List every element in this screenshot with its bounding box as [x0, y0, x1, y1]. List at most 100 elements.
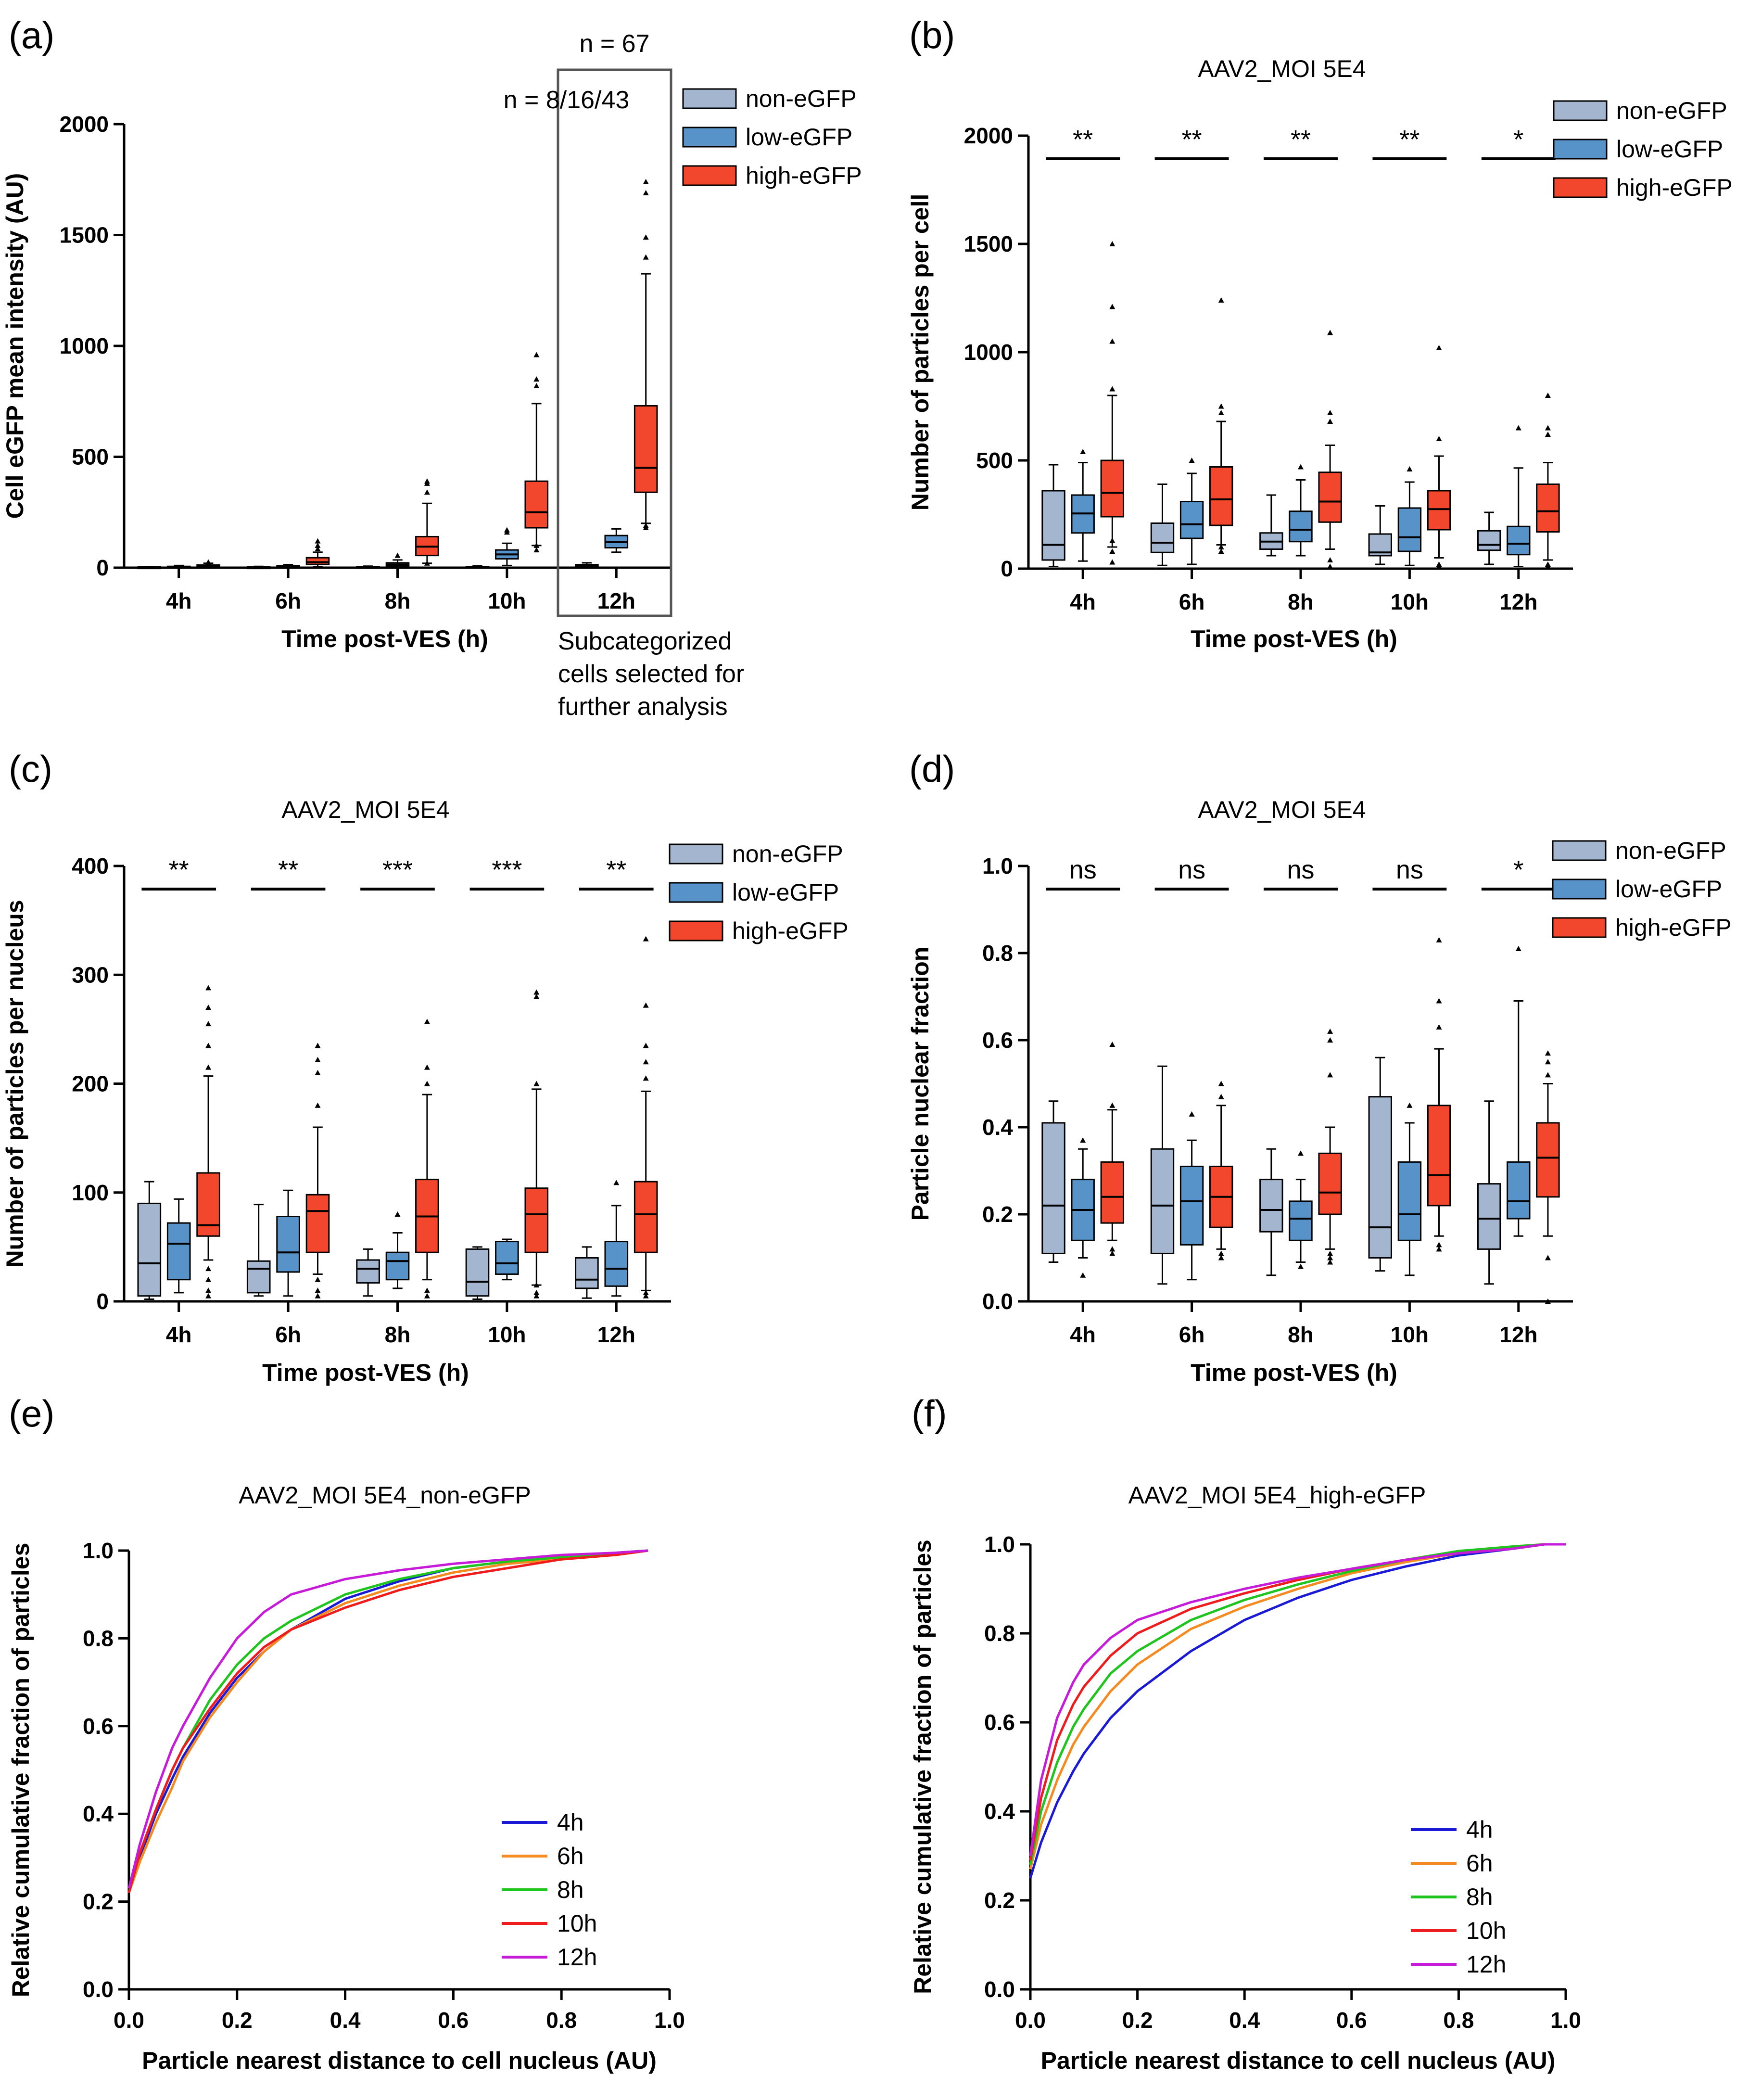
significance-label: ** — [1399, 125, 1419, 154]
outlier-point — [205, 1276, 212, 1282]
x-tick-label: 1.0 — [654, 2008, 685, 2033]
box-non-eGFP — [1477, 530, 1501, 551]
legend-swatch-high-eGFP — [669, 920, 723, 942]
outlier-point — [1327, 1037, 1333, 1043]
outlier-point — [1218, 403, 1224, 409]
box-high-eGFP — [305, 1194, 330, 1253]
outlier-point — [1109, 548, 1115, 554]
chart-title: AAV2_MOI 5E4 — [281, 796, 449, 823]
legend-label: non-eGFP — [1616, 97, 1727, 124]
outlier-point — [533, 989, 540, 995]
outlier-point — [1298, 1150, 1304, 1156]
outlier-point — [205, 1266, 212, 1272]
significance-label: ** — [1073, 125, 1093, 154]
highlight-frame — [557, 68, 672, 617]
chart-title: AAV2_MOI 5E4_non-eGFP — [239, 1482, 531, 1509]
legend-label: low-eGFP — [1615, 876, 1722, 903]
x-tick-label: 0.6 — [438, 2008, 469, 2033]
box-high-eGFP — [1536, 484, 1560, 533]
outlier-point — [424, 489, 430, 495]
legend-label: 4h — [1466, 1816, 1493, 1843]
x-tick-label: 12h — [1499, 1322, 1537, 1347]
outlier-point — [1218, 1094, 1224, 1099]
x-tick-label: 8h — [1288, 589, 1314, 614]
box-high-eGFP — [1318, 1152, 1342, 1215]
legend-swatch-low-eGFP — [1553, 139, 1608, 160]
outlier-point — [205, 559, 212, 565]
box-non-eGFP — [1259, 1179, 1283, 1233]
y-tick-label: 0.2 — [83, 1889, 114, 1914]
y-tick-label: 0.0 — [984, 1977, 1015, 2002]
x-axis-title: Time post-VES (h) — [1191, 625, 1397, 652]
box-non-eGFP — [1150, 1148, 1175, 1254]
outlier-point — [643, 1059, 649, 1065]
box-high-eGFP — [524, 1187, 549, 1253]
legend-swatch-non-eGFP — [1553, 100, 1608, 121]
x-tick-label: 6h — [1179, 589, 1205, 614]
outlier-point — [1218, 297, 1224, 303]
y-axis-title: Relative cumulative fraction of particle… — [909, 1540, 936, 1994]
note-line: further analysis — [558, 693, 728, 721]
x-axis-title: Time post-VES (h) — [262, 1359, 469, 1386]
significance-label: ns — [1069, 855, 1097, 884]
outlier-point — [533, 542, 540, 548]
y-tick-label: 0.4 — [984, 1799, 1015, 1824]
y-tick-label: 0.2 — [984, 1888, 1015, 1913]
note-line: Subcategorized — [558, 627, 732, 655]
box-high-eGFP — [1427, 1105, 1451, 1207]
outlier-point — [1407, 1102, 1413, 1108]
legend-label: 4h — [557, 1809, 584, 1836]
box-high-eGFP — [634, 405, 658, 493]
box-low-eGFP — [495, 1241, 519, 1275]
outlier-point — [613, 1180, 620, 1185]
legend-swatch-high-eGFP — [682, 165, 737, 186]
x-tick-label: 0.4 — [1229, 2008, 1260, 2033]
outlier-point — [424, 478, 430, 484]
outlier-point — [1545, 432, 1551, 437]
outlier-point — [643, 1293, 649, 1298]
legend-swatch-low-eGFP — [669, 882, 723, 903]
box-low-eGFP — [166, 1222, 191, 1281]
panel-d: (d) AAV2_MOI 5E4 0.0 0.2 0.4 0.6 0.8 1.0 Particl… — [907, 748, 1732, 1386]
outlier-point — [1327, 1259, 1333, 1265]
x-tick-label: 12h — [597, 588, 635, 613]
box-high-eGFP — [634, 1181, 658, 1253]
y-tick-label: 0.8 — [83, 1626, 114, 1651]
significance-label: ** — [1182, 125, 1202, 154]
legend-label: low-eGFP — [746, 124, 852, 151]
legend-label: high-eGFP — [732, 917, 849, 944]
significance-label: *** — [492, 855, 522, 884]
y-tick-label: 0.6 — [982, 1028, 1013, 1053]
outlier-point — [643, 1002, 649, 1008]
outlier-point — [1218, 1081, 1224, 1086]
outlier-point — [1109, 1246, 1115, 1252]
outlier-point — [205, 1021, 212, 1027]
outlier-point — [205, 1064, 212, 1070]
outlier-point — [1436, 1242, 1442, 1247]
y-tick-label: 0.4 — [83, 1801, 114, 1826]
outlier-point — [533, 1293, 540, 1298]
y-tick-label: 0 — [96, 1289, 109, 1314]
outlier-point — [1327, 557, 1333, 562]
outlier-point — [1545, 561, 1551, 567]
outlier-point — [1327, 563, 1333, 569]
legend-swatch-non-eGFP — [669, 843, 723, 865]
y-tick-label: 100 — [72, 1180, 109, 1205]
outlier-point — [533, 382, 540, 388]
outlier-point — [1515, 425, 1521, 431]
outlier-point — [424, 1064, 430, 1070]
outlier-point — [424, 560, 430, 566]
outlier-point — [1545, 1298, 1551, 1304]
x-tick-label: 0.8 — [546, 2008, 577, 2033]
x-tick-label: 4h — [1070, 1322, 1096, 1347]
y-axis-title: Number of particles per nucleus — [1, 900, 28, 1267]
outlier-point — [533, 1282, 540, 1288]
legend-label: 6h — [1466, 1850, 1493, 1877]
x-tick-label: 4h — [166, 1322, 192, 1347]
outlier-point — [1327, 1072, 1333, 1078]
panel-label: (e) — [9, 1392, 54, 1435]
outlier-point — [1109, 386, 1115, 392]
x-tick-label: 10h — [1391, 589, 1429, 614]
box-high-eGFP — [1100, 459, 1125, 518]
panel-label: (d) — [909, 748, 955, 790]
